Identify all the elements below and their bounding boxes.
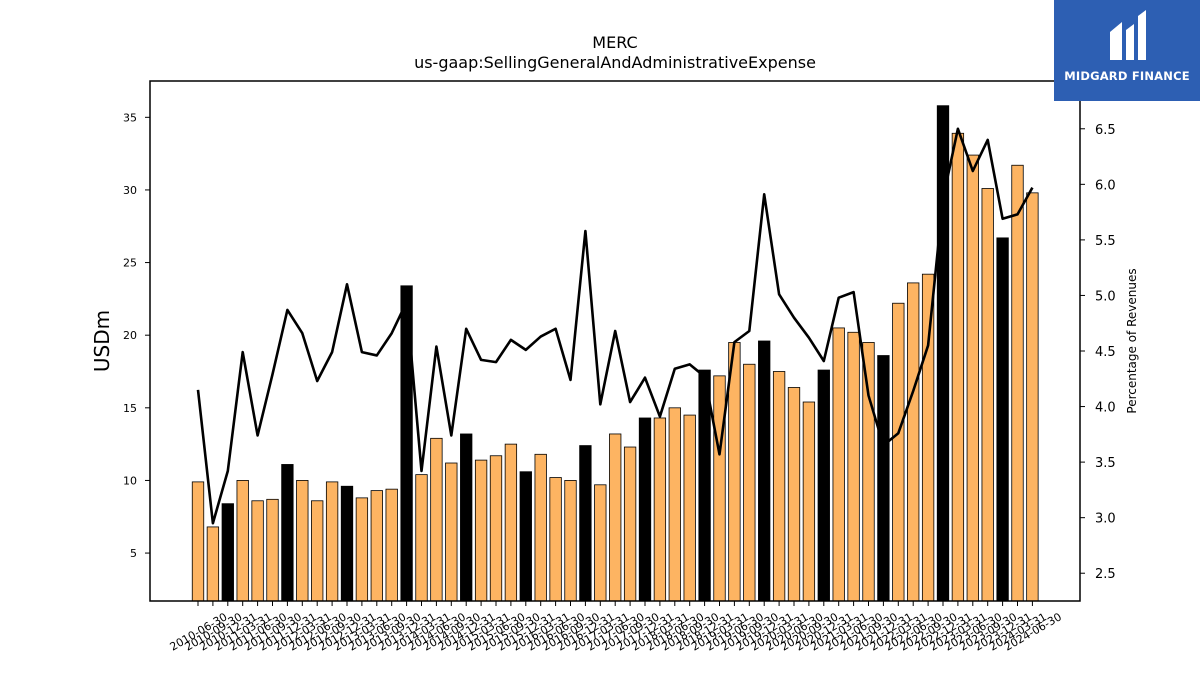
y2-tick-label: 5.0 <box>1095 289 1116 304</box>
bar <box>370 490 383 602</box>
bar <box>534 453 547 602</box>
bar <box>892 302 905 602</box>
midgard-logo-icon <box>1110 10 1146 60</box>
x-axis: 2010-06-302010-09-302010-12-312011-03-31… <box>168 601 1064 654</box>
bar <box>594 484 607 602</box>
bar <box>191 481 205 602</box>
bar <box>996 237 1009 602</box>
bar <box>430 437 443 602</box>
bar <box>862 342 875 602</box>
y-axis-label: USDm <box>90 310 114 372</box>
bar <box>951 132 965 602</box>
bar <box>877 355 890 602</box>
bar <box>266 498 279 602</box>
bar <box>579 445 592 602</box>
bar <box>743 363 756 602</box>
bar <box>445 462 458 602</box>
y-tick-label: 20 <box>123 329 137 342</box>
bar <box>981 188 994 602</box>
bar <box>251 500 264 602</box>
bar <box>474 459 488 602</box>
bar <box>638 417 652 602</box>
y2-tick-label: 4.0 <box>1095 401 1116 416</box>
bar <box>907 282 920 602</box>
y2-tick-label: 3.5 <box>1095 456 1116 471</box>
y2-tick-label: 4.5 <box>1095 345 1116 360</box>
bar-series <box>191 105 1039 602</box>
y-tick-label: 15 <box>123 402 137 415</box>
bar <box>847 331 860 602</box>
y2-tick-label: 2.5 <box>1095 567 1116 582</box>
bar <box>311 500 324 602</box>
bar <box>1011 164 1024 602</box>
y-axis-right: 2.5 3.0 3.5 4.0 4.5 5.0 5.5 6.0 6.5 <box>1080 123 1116 582</box>
y2-tick-label: 5.5 <box>1095 234 1116 249</box>
pct-revenue-line <box>196 127 1034 525</box>
bar <box>609 433 622 602</box>
bar <box>340 485 354 602</box>
bar <box>296 480 309 602</box>
y-tick-label: 35 <box>123 111 137 124</box>
bar <box>415 474 428 602</box>
bar <box>385 488 398 602</box>
bar <box>325 481 339 602</box>
y-tick-label: 5 <box>130 547 137 560</box>
bar <box>698 369 711 602</box>
brand-logo: MIDGARD FINANCE <box>1054 0 1200 101</box>
bar <box>713 375 726 602</box>
bar <box>668 407 681 602</box>
line-series <box>196 127 1034 525</box>
bar <box>966 154 979 602</box>
y-tick-label: 30 <box>123 184 137 197</box>
y2-tick-label: 3.0 <box>1095 512 1116 527</box>
bar <box>504 443 518 602</box>
bar <box>460 433 473 602</box>
bar <box>683 414 696 602</box>
y-axis-left: 5 10 15 20 25 30 35 <box>123 111 150 560</box>
y2-axis-label: Percentage of Revenues <box>1125 268 1139 413</box>
chart-title: MERC <box>592 33 637 52</box>
bar <box>236 480 249 602</box>
bar <box>519 471 532 602</box>
bar <box>787 387 801 602</box>
bar <box>817 369 830 602</box>
y2-tick-label: 6.5 <box>1095 123 1116 138</box>
bar <box>221 503 234 602</box>
y-tick-label: 25 <box>123 257 137 270</box>
bar <box>921 273 935 602</box>
bar <box>623 446 637 602</box>
bar <box>1026 192 1039 602</box>
bar <box>653 417 667 602</box>
y-tick-label: 10 <box>123 474 137 487</box>
brand-name: MIDGARD FINANCE <box>1064 69 1190 83</box>
bar <box>206 526 220 602</box>
bar <box>489 455 503 602</box>
bar <box>564 480 577 602</box>
bar <box>832 327 845 602</box>
chart-subtitle: us-gaap:SellingGeneralAndAdministrativeE… <box>414 53 816 72</box>
bar <box>355 497 369 602</box>
bar <box>758 340 771 602</box>
bar <box>549 477 562 602</box>
bar <box>802 401 816 602</box>
bar <box>281 464 294 602</box>
y2-tick-label: 6.0 <box>1095 178 1116 193</box>
bar <box>772 371 786 602</box>
